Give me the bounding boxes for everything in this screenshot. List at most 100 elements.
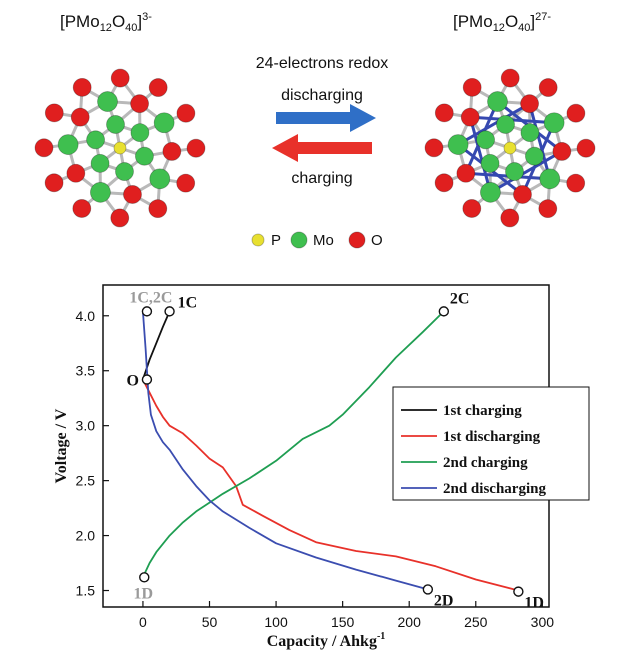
mo-atom bbox=[496, 115, 515, 134]
mo-atom bbox=[149, 168, 171, 190]
point-marker bbox=[139, 572, 150, 583]
legend-dot-p bbox=[251, 233, 265, 247]
atom-legend: P Mo O bbox=[251, 231, 383, 249]
o-atom bbox=[70, 107, 90, 127]
o-atom bbox=[176, 103, 196, 123]
legend-entry: 1st discharging bbox=[443, 429, 541, 445]
point-marker bbox=[141, 306, 153, 317]
legend-label-p: P bbox=[271, 232, 281, 249]
right-formula: [PMo12O40]27- bbox=[453, 11, 551, 34]
mo-mo-bond bbox=[489, 150, 563, 194]
o-atom bbox=[566, 103, 586, 123]
point-label: O bbox=[126, 373, 138, 390]
mo-atom bbox=[505, 162, 524, 181]
y-tick-label: 3.0 bbox=[76, 418, 96, 434]
point-marker bbox=[513, 586, 524, 597]
legend-box bbox=[392, 386, 590, 501]
y-axis-label: Voltage / V bbox=[53, 408, 70, 483]
mo-atom bbox=[97, 91, 118, 112]
mo-atom bbox=[135, 146, 154, 166]
mo-atom bbox=[480, 153, 500, 173]
o-atom bbox=[148, 199, 168, 219]
x-tick-label: 200 bbox=[398, 614, 422, 630]
point-markers: O 1C,2C 1C 2C 1D 2D 1D bbox=[126, 289, 543, 611]
charging-label: charging bbox=[291, 170, 352, 187]
series-line-2nd-discharging bbox=[142, 311, 429, 591]
mo-atom bbox=[476, 130, 495, 150]
o-atom bbox=[123, 185, 142, 204]
mo-atom bbox=[487, 91, 508, 112]
point-marker bbox=[141, 374, 153, 385]
o-atom bbox=[462, 199, 482, 218]
mo-atom bbox=[115, 162, 134, 181]
mo-atom bbox=[480, 181, 501, 203]
y-tick-label: 4.0 bbox=[76, 308, 96, 324]
o-atom bbox=[130, 94, 149, 114]
legend-dot-mo bbox=[290, 231, 308, 249]
molecule-right-cluster bbox=[424, 68, 596, 228]
series-lines bbox=[142, 310, 519, 592]
legend-dot-o bbox=[348, 231, 366, 249]
mo-atom bbox=[90, 153, 110, 173]
point-label: 1D bbox=[524, 595, 544, 612]
x-tick-label: 300 bbox=[531, 614, 555, 630]
series-line-2nd-charging bbox=[142, 310, 445, 578]
o-atom bbox=[434, 103, 454, 123]
p-atom bbox=[503, 141, 517, 155]
discharging-arrow bbox=[276, 104, 376, 132]
o-atom bbox=[513, 185, 532, 204]
redox-label: 24-electrons redox bbox=[256, 55, 389, 72]
o-atom bbox=[162, 142, 182, 161]
x-tick-label: 250 bbox=[464, 614, 488, 630]
mo-mo-bond bbox=[457, 102, 531, 146]
point-label: 2C bbox=[450, 290, 470, 307]
x-tick-label: 50 bbox=[202, 614, 218, 630]
x-tick-label: 100 bbox=[264, 614, 288, 630]
o-atom bbox=[434, 173, 454, 193]
point-marker bbox=[164, 306, 175, 317]
mo-atom bbox=[153, 112, 175, 134]
charging-arrow bbox=[272, 134, 372, 162]
point-marker bbox=[438, 306, 450, 317]
o-atom bbox=[148, 78, 168, 97]
point-label: 1C,2C bbox=[129, 289, 172, 306]
point-label: 1D bbox=[133, 585, 153, 602]
mo-mo-bond bbox=[528, 103, 552, 180]
o-atom bbox=[500, 208, 520, 228]
discharging-label: discharging bbox=[281, 87, 363, 104]
point-marker bbox=[422, 584, 434, 595]
y-tick-label: 2.0 bbox=[76, 528, 96, 544]
o-atom bbox=[34, 138, 54, 158]
mo-atom bbox=[525, 146, 544, 166]
o-atom bbox=[176, 173, 196, 193]
o-atom bbox=[460, 107, 480, 127]
o-atom bbox=[538, 199, 558, 219]
mo-atom bbox=[90, 181, 111, 203]
mo-atom bbox=[539, 168, 561, 190]
o-atom bbox=[462, 77, 482, 97]
o-atom bbox=[72, 199, 92, 218]
y-tick-label: 2.5 bbox=[76, 473, 96, 489]
o-atom bbox=[186, 138, 206, 158]
voltage-capacity-chart: 0 50 100 150 200 250 300 1.5 2.0 2.5 3.0 3.5 4.0 O 1C… bbox=[53, 284, 590, 650]
left-formula: [PMo12O40]3- bbox=[60, 11, 152, 34]
mo-atom bbox=[130, 123, 150, 143]
point-label: 2D bbox=[434, 592, 454, 609]
o-atom bbox=[66, 163, 86, 183]
x-tick-label: 150 bbox=[331, 614, 355, 630]
legend-entry: 1st charging bbox=[443, 403, 522, 419]
o-atom bbox=[72, 77, 92, 97]
o-atom bbox=[576, 138, 596, 158]
point-label: 1C bbox=[178, 294, 198, 311]
x-axis-label: Capacity / Ahkg-1 bbox=[267, 631, 386, 650]
y-tick-label: 3.5 bbox=[76, 363, 96, 379]
o-atom bbox=[566, 173, 586, 193]
mo-atom bbox=[447, 134, 469, 155]
mo-atom bbox=[543, 112, 565, 134]
p-atom bbox=[113, 141, 127, 155]
mo-atom bbox=[520, 123, 540, 143]
o-atom bbox=[552, 142, 572, 161]
o-atom bbox=[110, 208, 130, 228]
o-atom bbox=[44, 103, 64, 123]
